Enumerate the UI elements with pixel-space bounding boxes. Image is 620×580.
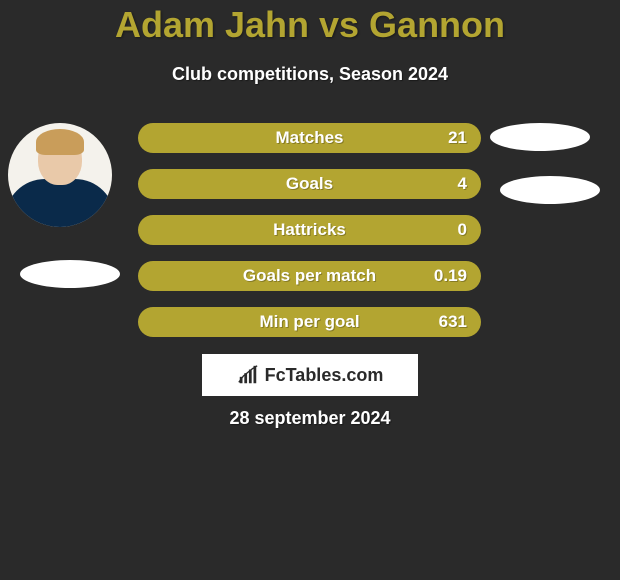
- avatar-jersey: [8, 179, 112, 227]
- avatar-hair: [36, 129, 84, 155]
- page-title: Adam Jahn vs Gannon: [0, 0, 620, 46]
- stat-value-right: 631: [439, 312, 467, 332]
- attribution-box: FcTables.com: [202, 354, 418, 396]
- stat-label: Matches: [275, 128, 343, 148]
- stat-bar: Hattricks 0: [138, 215, 481, 245]
- subtitle: Club competitions, Season 2024: [0, 64, 620, 85]
- stat-label: Hattricks: [273, 220, 346, 240]
- comparison-card: Adam Jahn vs Gannon Club competitions, S…: [0, 0, 620, 580]
- date-label: 28 september 2024: [0, 408, 620, 429]
- stat-label: Goals per match: [243, 266, 376, 286]
- stat-value-right: 21: [448, 128, 467, 148]
- player-left-avatar: [8, 123, 112, 227]
- attribution-text: FcTables.com: [265, 365, 384, 386]
- avatar-placeholder: [490, 123, 590, 151]
- avatar-placeholder: [20, 260, 120, 288]
- stat-bar: Goals 4: [138, 169, 481, 199]
- stat-label: Min per goal: [259, 312, 359, 332]
- chart-icon: [237, 364, 259, 386]
- stat-bar: Matches 21: [138, 123, 481, 153]
- avatar-illustration: [8, 123, 112, 227]
- stat-value-right: 4: [458, 174, 467, 194]
- stats-bars: Matches 21 Goals 4 Hattricks 0 Goals per match…: [138, 123, 481, 337]
- stat-bar: Min per goal 631: [138, 307, 481, 337]
- stat-value-right: 0: [458, 220, 467, 240]
- stat-value-right: 0.19: [434, 266, 467, 286]
- stat-bar: Goals per match 0.19: [138, 261, 481, 291]
- avatar-placeholder: [500, 176, 600, 204]
- stat-label: Goals: [286, 174, 333, 194]
